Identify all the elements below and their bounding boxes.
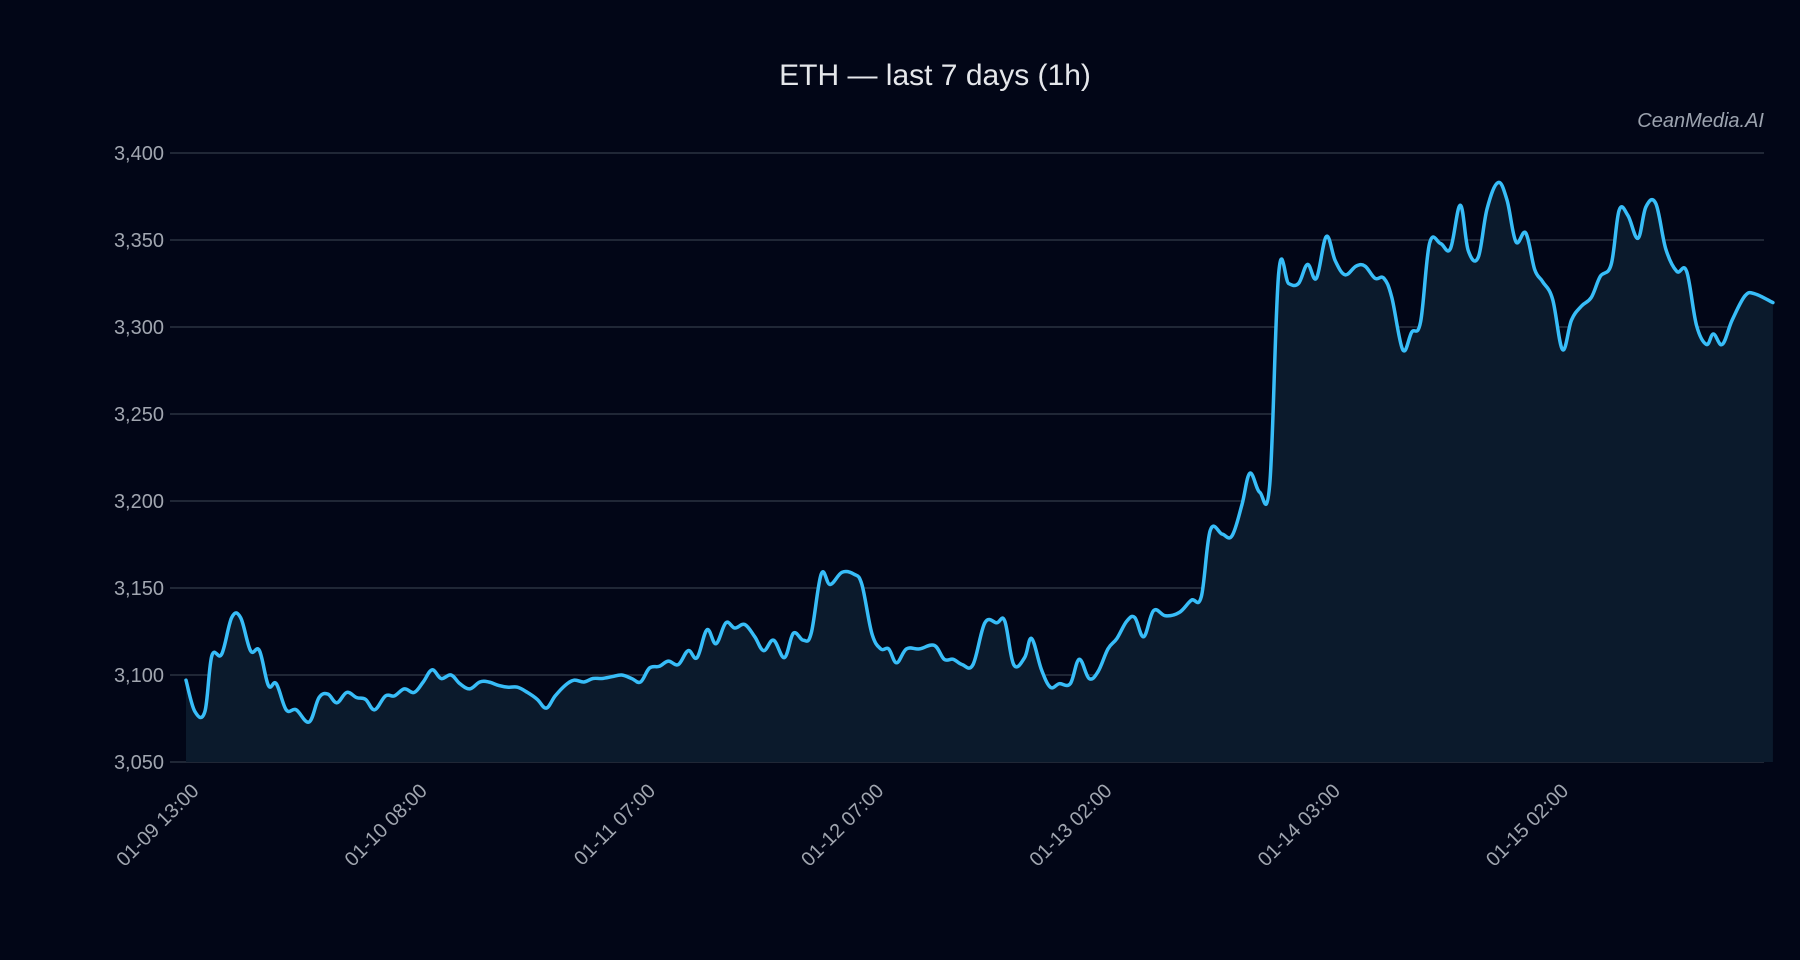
y-tick-label: 3,400 bbox=[114, 143, 164, 165]
y-axis-ticks: 3,050 3,100 3,150 3,200 3,250 3,300 3,350 3,400 bbox=[114, 143, 164, 774]
y-tick-label: 3,250 bbox=[114, 404, 164, 426]
y-tick-label: 3,050 bbox=[114, 752, 164, 774]
watermark: CeanMedia.AI bbox=[1637, 110, 1764, 132]
y-tick-label: 3,100 bbox=[114, 665, 164, 687]
y-tick-label: 3,150 bbox=[114, 578, 164, 600]
y-tick-label: 3,350 bbox=[114, 230, 164, 252]
chart-title: ETH — last 7 days (1h) bbox=[779, 59, 1091, 92]
price-line bbox=[184, 180, 1775, 724]
y-tick-label: 3,300 bbox=[114, 317, 164, 339]
price-area-fill bbox=[186, 182, 1773, 762]
y-tick-label: 3,200 bbox=[114, 491, 164, 513]
